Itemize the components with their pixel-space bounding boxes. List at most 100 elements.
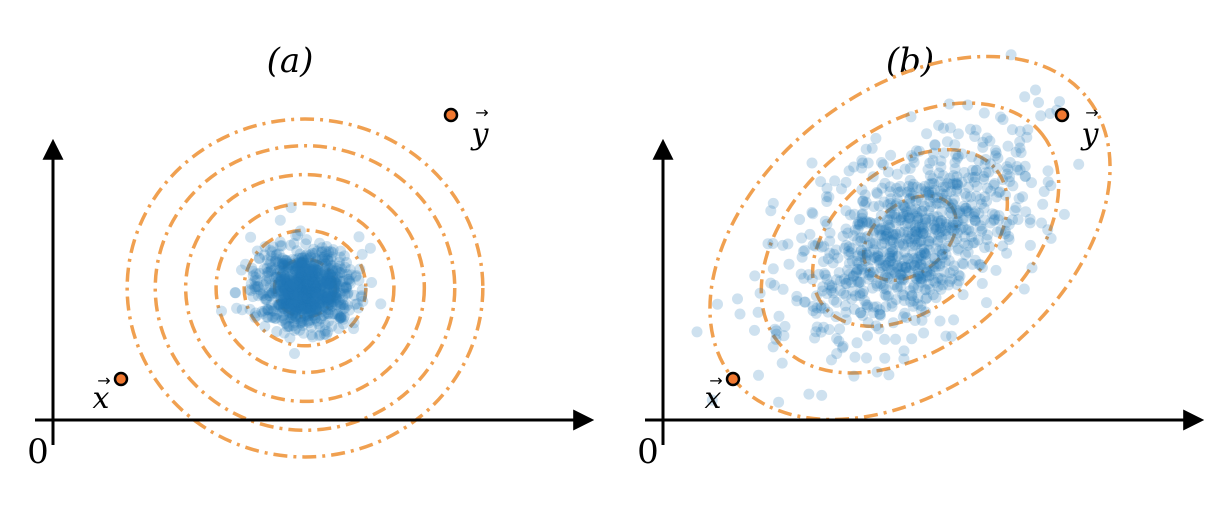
panel-b-point <box>843 241 855 253</box>
panel-b-point <box>891 198 903 210</box>
panel-b-point <box>822 306 834 318</box>
panel-b-point <box>873 323 885 335</box>
panel-a-point <box>325 275 337 287</box>
panel-b-point <box>830 244 842 256</box>
panel-b-point <box>936 231 948 243</box>
panel-a-point <box>294 299 306 311</box>
panel-b-point <box>933 245 945 257</box>
panel-a-point <box>310 281 322 293</box>
panel-b-point <box>976 198 987 210</box>
panel-a-point <box>276 314 288 326</box>
panel-a-point <box>300 276 312 288</box>
panel-b-point <box>951 279 963 290</box>
panel-b-point <box>991 163 1003 174</box>
panel-b-point <box>959 187 971 199</box>
panel-a-point <box>294 264 306 276</box>
panel-a-point <box>309 288 321 300</box>
panel-b-point <box>929 221 941 233</box>
panel-a-point <box>270 255 282 267</box>
panel-b-point <box>913 268 924 280</box>
panel-a-point <box>298 294 310 306</box>
panel-b-point <box>851 337 863 349</box>
panel-b-point <box>910 195 922 207</box>
panel-a-point <box>289 266 301 278</box>
panel-b-point <box>951 233 963 245</box>
panel-a-point <box>325 269 336 281</box>
panel-a-point <box>306 329 318 341</box>
panel-b-point <box>946 273 958 285</box>
panel-b-point <box>915 258 926 270</box>
panel-b-point <box>935 155 947 167</box>
panel-a-point <box>297 315 309 327</box>
panel-a-point <box>303 280 315 292</box>
panel-b-point <box>924 260 936 272</box>
panel-b-point <box>873 224 885 236</box>
panel-b-point <box>870 132 882 144</box>
panel-a-point <box>271 288 282 300</box>
panel-b-point <box>807 239 819 251</box>
panel-a-point <box>299 288 311 300</box>
panel-b-point <box>950 148 962 160</box>
panel-b-point <box>944 276 956 287</box>
panel-a-point <box>310 282 322 294</box>
panel-a-point <box>320 292 332 303</box>
panel-a-point <box>295 287 307 299</box>
panel-a-point <box>281 273 293 285</box>
panel-a-point <box>276 306 288 318</box>
panel-a-point <box>285 287 297 299</box>
panel-b-point <box>942 198 954 210</box>
panel-b-point <box>904 213 916 224</box>
panel-b-point <box>854 287 866 299</box>
panel-b-point <box>898 201 910 213</box>
panel-a-point <box>310 284 322 296</box>
panel-b-point <box>856 212 868 224</box>
panel-b-point <box>949 139 961 151</box>
panel-a-point <box>306 281 318 293</box>
panel-b-point <box>769 323 781 335</box>
panel-a-point <box>319 276 331 288</box>
panel-a-point <box>344 264 356 276</box>
panel-a-point <box>328 282 339 294</box>
panel-a-point <box>321 282 333 294</box>
panel-a-point <box>338 311 350 323</box>
panel-b-point <box>1042 176 1054 188</box>
panel-b-point <box>1019 160 1031 172</box>
panel-a-point <box>275 278 287 290</box>
panel-a-point <box>317 282 329 294</box>
panel-a-point <box>308 243 320 255</box>
panel-a-point <box>316 288 328 300</box>
panel-b-point <box>796 251 808 263</box>
panel-b-point <box>932 192 944 204</box>
panel-b-point <box>886 297 898 309</box>
panel-b-point <box>909 233 921 245</box>
panel-b-point <box>951 177 963 189</box>
panel-a-point <box>297 320 309 331</box>
panel-a-point <box>300 273 312 285</box>
panel-b-point <box>843 165 855 177</box>
panel-a-point <box>287 309 299 321</box>
panel-b-point <box>883 252 895 264</box>
panel-a-point <box>294 324 306 336</box>
panel-a-point <box>295 256 307 268</box>
panel-a-point <box>304 263 316 275</box>
panel-a-point <box>303 303 314 315</box>
panel-b-point <box>948 236 960 248</box>
panel-a-point <box>281 275 293 287</box>
panel-b-point <box>948 225 960 237</box>
panel-a-point <box>316 305 328 317</box>
panel-b-point <box>956 148 968 160</box>
panel-b-point <box>941 188 953 200</box>
panel-a-point <box>302 284 314 296</box>
panel-b-point <box>924 265 936 277</box>
panel-b-point <box>821 273 833 285</box>
panel-a-point <box>278 282 290 294</box>
panel-a-point <box>255 288 267 300</box>
panel-b-point <box>909 203 921 215</box>
panel-b-point <box>881 272 893 283</box>
panel-a-point <box>299 278 311 290</box>
panel-a-point <box>319 319 331 331</box>
panel-a-point <box>317 276 329 288</box>
panel-a-point <box>289 310 301 322</box>
panel-a-point <box>364 242 376 254</box>
